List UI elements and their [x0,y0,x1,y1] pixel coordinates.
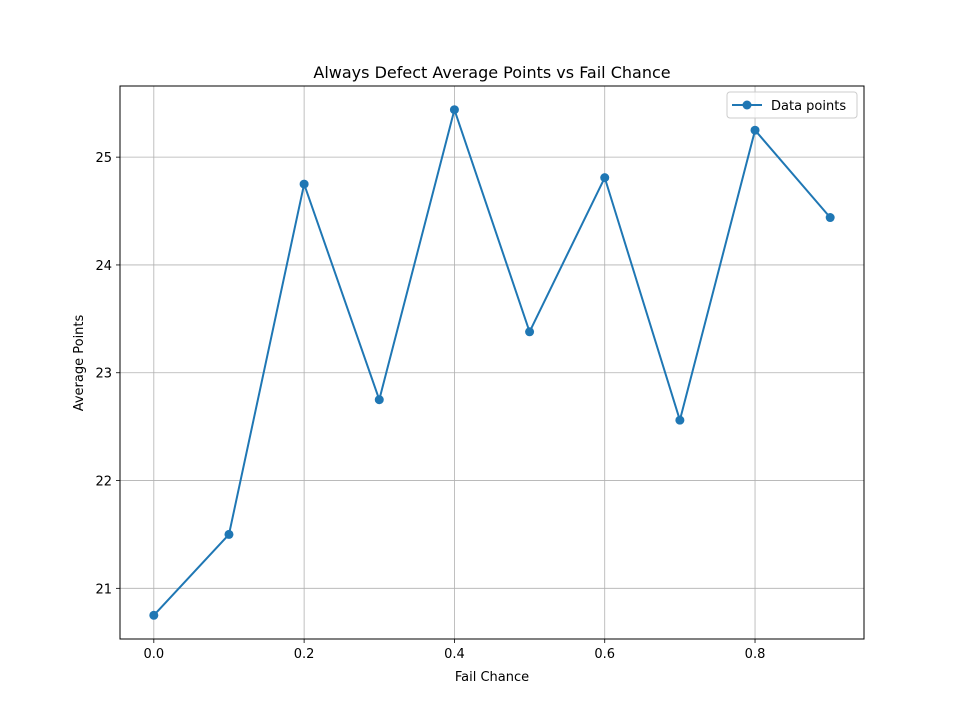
legend-marker [742,100,752,110]
data-point [675,415,685,425]
x-tick-label: 0.2 [294,647,315,662]
y-axis-label: Average Points [72,314,87,411]
legend: Data points [726,91,858,119]
series-layer [149,105,835,620]
x-tick-label: 0.6 [594,647,615,662]
y-tick-label: 24 [95,259,112,274]
x-tick-label: 0.4 [444,647,465,662]
data-point [600,173,610,183]
x-tick-label: 0.8 [745,647,766,662]
data-point [299,179,309,189]
y-tick-label: 22 [95,475,112,490]
x-tick-label: 0.0 [143,647,164,662]
chart-title: Always Defect Average Points vs Fail Cha… [313,63,670,82]
y-tick-label: 21 [95,582,112,597]
legend-box [726,91,858,119]
y-tick-label: 25 [95,151,112,166]
data-point [449,105,459,115]
ticks: 0.0 0.2 0.4 0.6 0.8 21 22 23 24 25 [95,151,765,662]
data-point [374,395,384,405]
plot-area-frame [119,85,865,640]
data-point [825,213,835,223]
x-axis-label: Fail Chance [455,670,529,685]
grid [120,86,864,639]
data-point [224,529,234,539]
y-tick-label: 23 [95,367,112,382]
data-point [750,125,760,135]
series-line [153,108,831,616]
legend-label: Data points [771,99,846,114]
data-point [525,327,535,337]
data-point [149,610,159,620]
